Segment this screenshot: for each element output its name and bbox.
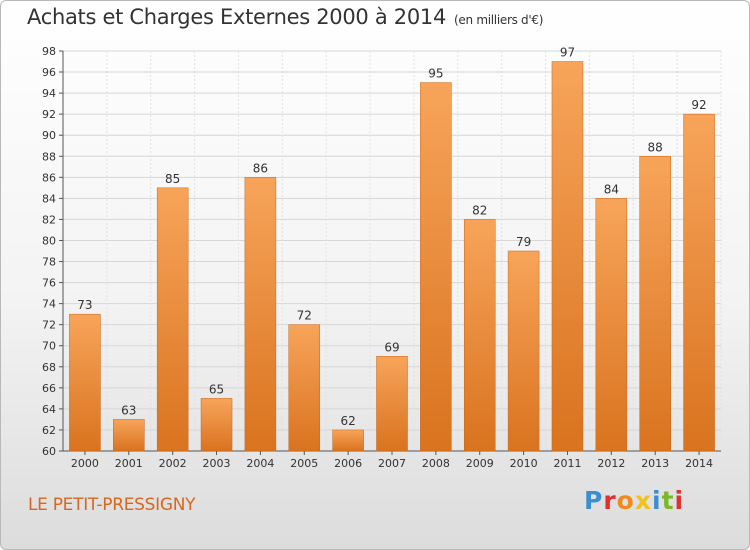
chart-title: Achats et Charges Externes 2000 à 2014 (e… [27,5,543,29]
x-tick-label: 2000 [71,457,99,470]
y-tick-label: 72 [42,319,56,332]
logo-letter: o [616,486,635,515]
bar[interactable] [420,82,452,452]
x-tick-label: 2010 [510,457,538,470]
y-tick-label: 98 [42,45,56,58]
bar-value-label: 73 [77,298,92,312]
x-tick-label: 2005 [290,457,318,470]
bar-value-label: 84 [604,182,619,196]
bar-value-label: 92 [691,98,706,112]
y-tick-label: 94 [42,87,56,100]
bar-value-label: 79 [516,235,531,249]
y-tick-label: 86 [42,171,56,184]
y-tick-label: 60 [42,445,56,458]
logo-letter: x [634,486,652,515]
x-tick-label: 2003 [203,457,231,470]
proxiti-logo[interactable]: Proxiti [584,486,684,515]
y-tick-label: 76 [42,277,56,290]
logo-letter: r [603,486,617,515]
x-tick-label: 2002 [159,457,187,470]
bar[interactable] [69,313,101,452]
bar[interactable] [376,356,408,452]
bar-value-label: 72 [297,309,312,323]
x-tick-label: 2012 [597,457,625,470]
x-tick-label: 2004 [246,457,274,470]
bar-value-label: 95 [428,67,443,81]
bar[interactable] [683,113,715,452]
bar-value-label: 63 [121,403,136,417]
bars [69,61,715,452]
x-tick-label: 2011 [553,457,581,470]
logo-letter: P [584,486,604,515]
bar[interactable] [639,156,671,452]
chart-title-text: Achats et Charges Externes 2000 à 2014 [27,5,447,29]
x-tick-label: 2014 [685,457,713,470]
x-tick-label: 2006 [334,457,362,470]
bar[interactable] [113,419,145,452]
x-tick-label: 2001 [115,457,143,470]
location-name: LE PETIT-PRESSIGNY [28,495,196,515]
y-tick-label: 66 [42,382,56,395]
y-tick-label: 84 [42,192,56,205]
y-tick-label: 96 [42,66,56,79]
chart-unit: (en milliers d'€) [454,13,544,27]
y-tick-label: 80 [42,234,56,247]
x-tick-label: 2009 [466,457,494,470]
bar-value-label: 88 [648,140,663,154]
y-tick-label: 90 [42,129,56,142]
bar[interactable] [288,324,321,452]
y-tick-label: 88 [42,150,56,163]
bar[interactable] [244,177,277,452]
y-tick-label: 82 [42,213,56,226]
bar[interactable] [463,219,496,452]
bar-value-label: 86 [253,161,268,175]
bar[interactable] [200,398,233,452]
y-tick-label: 74 [42,298,56,311]
y-tick-label: 68 [42,361,56,374]
labels: 60 62 64 66 68 70 72 74 76 78 80 82 84 86 88 90 92 94 96 98… [42,45,713,470]
bar-value-label: 97 [560,46,575,60]
y-tick-label: 70 [42,340,56,353]
bar-value-label: 85 [165,172,180,186]
x-tick-label: 2007 [378,457,406,470]
logo-letter: t [661,486,675,515]
x-tick-label: 2013 [641,457,669,470]
bar[interactable] [332,429,364,452]
y-tick-label: 78 [42,256,56,269]
logo-letter: i [652,486,662,515]
y-tick-label: 92 [42,108,56,121]
x-tick-label: 2008 [422,457,450,470]
bar-value-label: 62 [340,414,355,428]
bar[interactable] [551,61,584,452]
bar[interactable] [507,250,540,452]
bar[interactable] [156,187,189,452]
logo-letter: i [674,486,685,515]
y-tick-label: 64 [42,403,56,416]
bar[interactable] [595,198,628,452]
y-tick-label: 62 [42,424,56,437]
bar-value-label: 65 [209,382,224,396]
bar-value-label: 69 [384,340,399,354]
bar-value-label: 82 [472,203,487,217]
